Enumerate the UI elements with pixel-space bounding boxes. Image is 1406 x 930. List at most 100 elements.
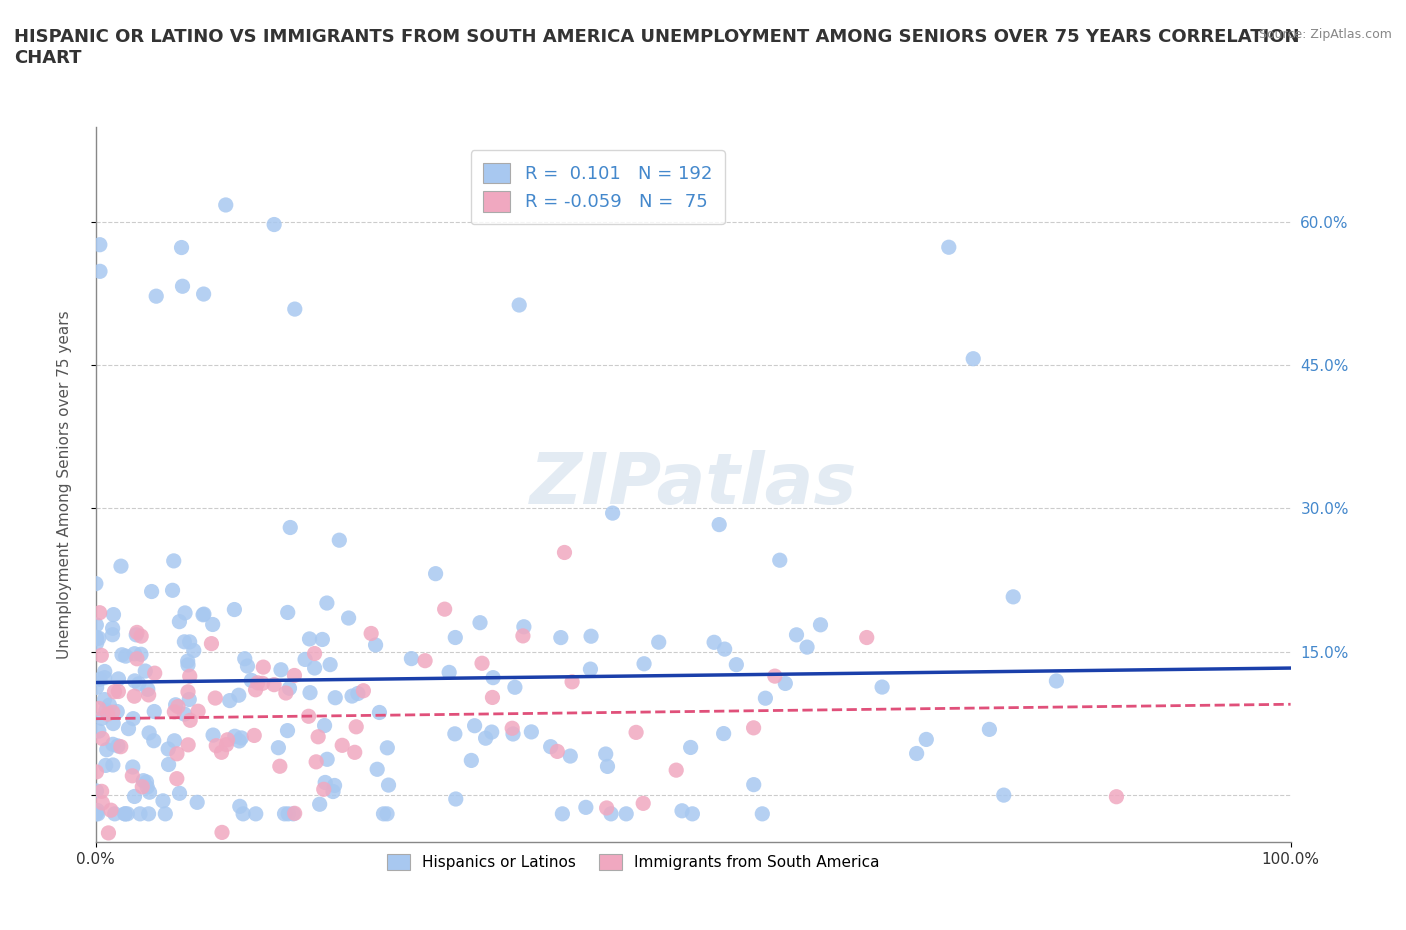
Point xyxy=(211,825,233,840)
Point xyxy=(278,520,301,535)
Point xyxy=(163,734,186,749)
Point xyxy=(754,691,776,706)
Point xyxy=(624,725,647,740)
Point xyxy=(124,673,146,688)
Point xyxy=(224,602,246,617)
Point xyxy=(245,683,267,698)
Point xyxy=(114,648,136,663)
Point xyxy=(709,517,731,532)
Point xyxy=(179,713,201,728)
Point xyxy=(176,654,198,669)
Point xyxy=(96,742,118,757)
Point xyxy=(142,733,165,748)
Point xyxy=(681,806,703,821)
Point xyxy=(742,721,765,736)
Point xyxy=(550,631,572,645)
Point xyxy=(177,658,200,672)
Point xyxy=(595,747,617,762)
Point xyxy=(155,806,177,821)
Point xyxy=(231,730,253,745)
Point xyxy=(373,806,395,821)
Point xyxy=(240,673,263,688)
Point xyxy=(312,782,335,797)
Point xyxy=(938,240,960,255)
Point xyxy=(633,657,655,671)
Point xyxy=(218,693,240,708)
Point xyxy=(86,804,108,818)
Point xyxy=(179,634,201,649)
Point xyxy=(1002,590,1025,604)
Point xyxy=(855,631,877,645)
Point xyxy=(122,711,145,726)
Point xyxy=(337,611,360,626)
Point xyxy=(94,703,117,718)
Point xyxy=(316,751,339,766)
Point xyxy=(211,745,233,760)
Point xyxy=(482,671,505,685)
Point xyxy=(141,584,163,599)
Point xyxy=(340,688,363,703)
Point xyxy=(508,298,530,312)
Point xyxy=(173,707,195,722)
Point xyxy=(433,602,456,617)
Point xyxy=(769,552,792,567)
Point xyxy=(311,632,333,647)
Point xyxy=(305,754,328,769)
Point xyxy=(129,806,152,821)
Point xyxy=(107,738,129,753)
Point xyxy=(105,704,128,719)
Point xyxy=(460,753,482,768)
Point xyxy=(304,646,326,661)
Point xyxy=(145,288,167,303)
Point xyxy=(246,675,269,690)
Point xyxy=(89,605,111,620)
Point xyxy=(304,660,326,675)
Point xyxy=(474,731,496,746)
Point xyxy=(561,674,583,689)
Point xyxy=(84,806,107,821)
Point xyxy=(101,705,124,720)
Point xyxy=(786,628,808,643)
Point xyxy=(284,301,307,316)
Point xyxy=(121,760,143,775)
Point xyxy=(131,779,153,794)
Point xyxy=(90,648,112,663)
Point xyxy=(202,727,225,742)
Point xyxy=(101,627,124,642)
Point xyxy=(742,777,765,792)
Point xyxy=(157,757,180,772)
Point xyxy=(319,658,342,672)
Point xyxy=(444,726,467,741)
Point xyxy=(648,635,671,650)
Point xyxy=(602,506,624,521)
Point xyxy=(84,630,107,644)
Point xyxy=(905,746,928,761)
Point xyxy=(90,711,112,726)
Point xyxy=(169,786,191,801)
Point xyxy=(173,634,195,649)
Point xyxy=(444,791,467,806)
Point xyxy=(167,699,190,714)
Point xyxy=(425,566,447,581)
Point xyxy=(204,691,226,706)
Point xyxy=(138,725,160,740)
Point xyxy=(579,629,602,644)
Point xyxy=(252,659,274,674)
Point xyxy=(165,698,187,712)
Point xyxy=(263,677,285,692)
Point xyxy=(200,636,222,651)
Point xyxy=(224,729,246,744)
Point xyxy=(163,553,186,568)
Point xyxy=(671,804,693,818)
Point xyxy=(152,793,174,808)
Point xyxy=(725,658,748,672)
Point xyxy=(129,629,152,644)
Point xyxy=(87,806,110,821)
Point xyxy=(215,197,238,212)
Y-axis label: Unemployment Among Seniors over 75 years: Unemployment Among Seniors over 75 years xyxy=(58,311,72,658)
Point xyxy=(245,806,267,821)
Point xyxy=(551,806,574,821)
Point xyxy=(132,773,155,788)
Point xyxy=(124,789,146,804)
Point xyxy=(962,352,984,366)
